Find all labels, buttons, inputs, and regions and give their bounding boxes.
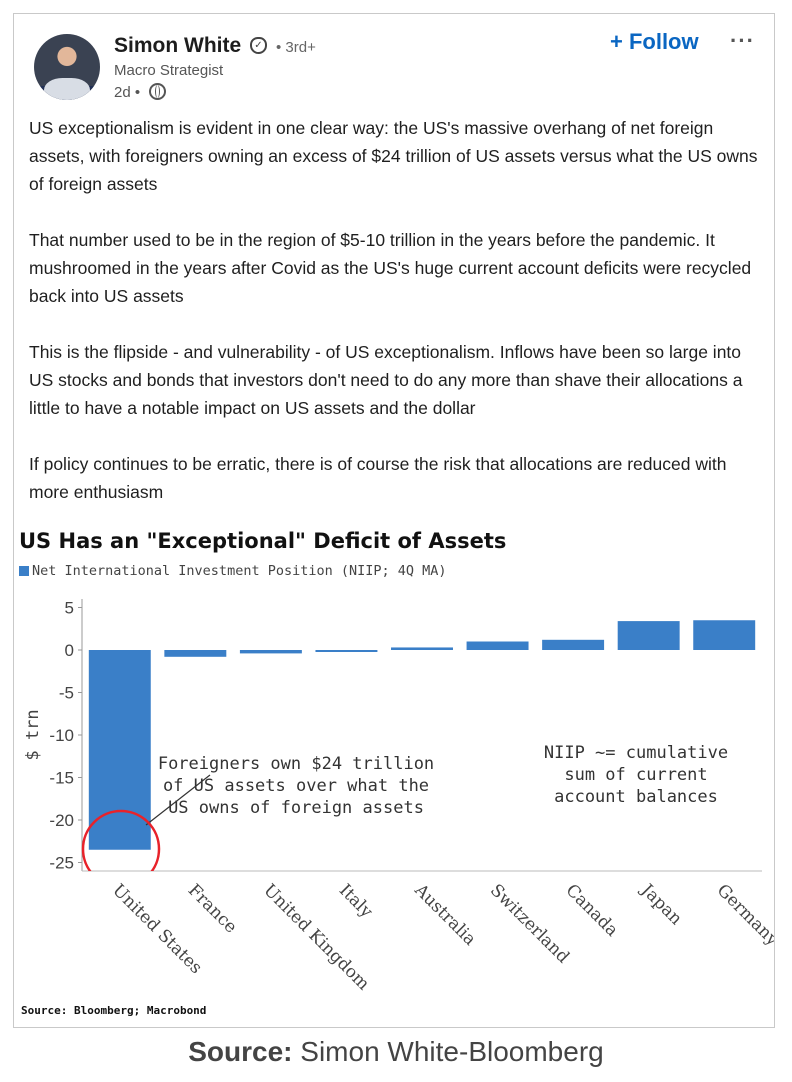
post-paragraph-3: This is the flipside - and vulnerability… (29, 342, 743, 418)
post-paragraph-4: If policy continues to be erratic, there… (29, 454, 727, 502)
callout-pointer-line (145, 774, 211, 826)
bar-switzerland (466, 641, 529, 650)
globe-icon (149, 83, 166, 100)
highlight-circle (81, 809, 161, 871)
y-tick-label: -20 (49, 811, 74, 830)
note-annotation-line: sum of current (564, 765, 707, 785)
bar-united-kingdom (239, 650, 302, 654)
author-headline: Macro Strategist (114, 62, 224, 79)
x-tick-label: France (184, 880, 241, 937)
follow-button[interactable]: + Follow (610, 29, 699, 54)
more-options-icon[interactable]: ··· (730, 28, 755, 53)
image-caption: Source: Simon White-Bloomberg (0, 1036, 792, 1068)
bar-italy (315, 650, 378, 652)
post-card: Simon White ✓ • 3rd+ Macro Strategist 2d… (13, 13, 775, 1028)
verified-badge-icon: ✓ (250, 37, 267, 54)
bar-germany (693, 620, 756, 650)
post-text: US exceptionalism is evident in one clea… (29, 114, 764, 534)
avatar[interactable] (34, 34, 100, 100)
x-tick-label: Japan (636, 879, 686, 929)
note-annotation-line: account balances (554, 787, 718, 807)
callout-annotation-line: US owns of foreign assets (168, 798, 424, 818)
chart-title: US Has an "Exceptional" Deficit of Asset… (19, 529, 507, 553)
y-tick-label: -5 (59, 684, 74, 703)
bar-canada (542, 639, 605, 650)
bar-france (164, 650, 227, 657)
x-tick-label: Switzerland (486, 880, 573, 967)
author-name[interactable]: Simon White (114, 34, 242, 57)
avatar-shirt (44, 78, 90, 100)
callout-annotation-line: Foreigners own $24 trillion (158, 754, 434, 774)
chart-legend: Net International Investment Position (N… (19, 563, 447, 579)
legend-swatch (19, 566, 29, 576)
post-time: 2d • (114, 84, 141, 101)
x-tick-label: Canada (562, 880, 622, 940)
post-paragraph-2: That number used to be in the region of … (29, 230, 752, 306)
x-tick-label: Germany (713, 880, 774, 950)
caption-text: Simon White-Bloomberg (292, 1036, 604, 1067)
chart-source: Source: Bloomberg; Macrobond (21, 1004, 207, 1017)
bar-australia (391, 647, 453, 650)
legend-label: Net International Investment Position (N… (32, 563, 447, 579)
callout-annotation-line: of US assets over what the (163, 776, 429, 796)
y-tick-label: -10 (49, 726, 74, 745)
y-axis-label: $ trn (23, 709, 43, 760)
caption-label: Source: (188, 1036, 293, 1067)
bar-japan (617, 621, 680, 650)
y-tick-label: -15 (49, 769, 74, 788)
post-paragraph-1: US exceptionalism is evident in one clea… (29, 118, 758, 194)
y-tick-label: 5 (65, 599, 74, 618)
x-tick-label: Italy (335, 880, 377, 922)
note-annotation-line: NIIP ~= cumulative (544, 743, 728, 763)
y-tick-label: -25 (49, 854, 74, 873)
y-tick-label: 0 (65, 641, 74, 660)
connection-degree: • 3rd+ (276, 39, 316, 56)
x-tick-label: Australia (410, 880, 480, 950)
